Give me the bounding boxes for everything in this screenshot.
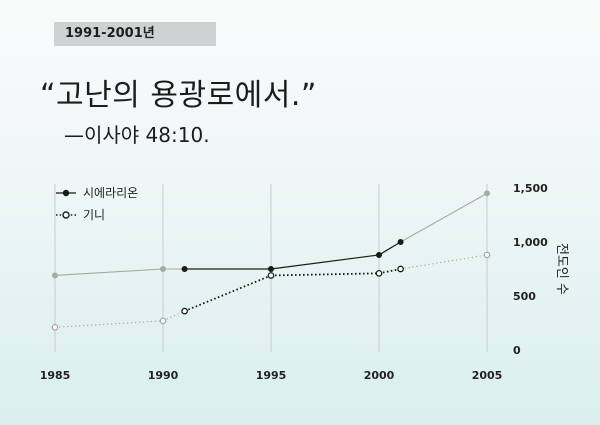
y-tick-label-500: 500 [513,290,536,303]
guinea-point-2005 [483,251,491,259]
guinea-segment-1985-1990 [54,320,164,328]
sierra-leone-point-1985 [52,272,58,279]
guinea-segment-1995-2000 [270,272,380,277]
sierra-leone-point-2000 [376,251,382,258]
chart-title-quote: “고난의 용광로에서.” [40,78,317,113]
guinea-point-2001 [397,265,404,273]
guinea-point-1990 [159,317,167,325]
guinea-point-1995 [267,272,275,279]
guinea-segment-2001-2005 [400,254,488,270]
sierra-leone-segment-2000-2001 [378,241,401,256]
quote-attribution: —이사야 48:10. [64,123,210,147]
sierra-leone-segment-1995-2000 [270,254,380,270]
y-tick-label-1500: 1,500 [513,182,548,195]
guinea-segment-1990-1991 [162,310,185,322]
legend-sierra-leone: 시에라리온 [83,186,138,200]
x-tick-label-1985: 1985 [40,369,71,382]
sierra-leone-segment-1985-1990 [54,268,164,277]
legend-guinea-marker [62,211,70,219]
sierra-leone-segment-2001-2005 [400,192,488,243]
guinea-point-1985 [51,323,59,331]
guinea-point-1991 [181,307,188,315]
x-tick-label-1995: 1995 [256,369,287,382]
guinea-point-2000 [375,269,383,277]
x-tick-label-2000: 2000 [364,369,395,382]
x-tick-label-2005: 2005 [472,369,503,382]
sierra-leone-point-1990 [160,266,166,272]
x-tick-label-1990: 1990 [148,369,179,382]
guinea-segment-1991-1995 [184,274,272,312]
y-axis-label: 전도인 수 [554,243,569,295]
sierra-leone-point-2005 [484,190,490,197]
legend-guinea: 기니 [83,208,105,222]
sierra-leone-point-1991 [181,266,188,272]
sierra-leone-point-1995 [268,266,274,272]
legend-sierra-leone-marker [62,189,70,197]
period-badge: 1991-2001년 [54,22,216,46]
y-tick-label-0: 0 [513,344,521,357]
y-tick-label-1000: 1,000 [513,236,548,249]
sierra-leone-point-2001 [397,239,404,245]
